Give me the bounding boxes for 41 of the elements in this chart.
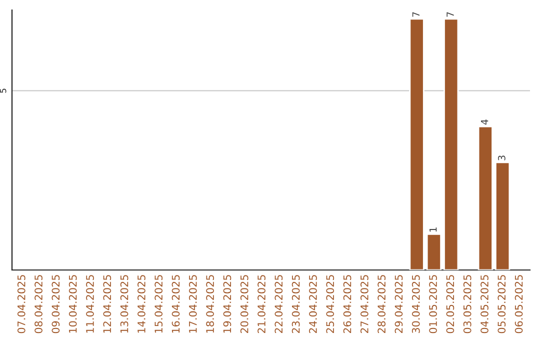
- x-tick-label: 05.05.2025: [498, 275, 506, 334]
- x-tick-label: 30.04.2025: [412, 275, 420, 334]
- y-tick-label: 5: [0, 88, 6, 93]
- x-tick-label: 06.05.2025: [514, 275, 523, 334]
- x-tick-label: 02.05.2025: [446, 275, 454, 334]
- bar: [495, 162, 510, 270]
- x-tick-label: 20.04.2025: [240, 275, 248, 334]
- x-tick-label: 01.05.2025: [429, 275, 437, 334]
- x-tick-label: 13.04.2025: [120, 275, 128, 333]
- data-label: 1: [430, 227, 437, 232]
- x-tick-label: 03.05.2025: [463, 275, 472, 334]
- x-tick-label: 11.04.2025: [86, 275, 94, 333]
- x-tick-label: 08.04.2025: [34, 275, 42, 334]
- data-label: 7: [412, 12, 420, 17]
- x-tick-label: 21.04.2025: [258, 275, 266, 334]
- data-label: 4: [481, 120, 488, 125]
- x-tick-label: 09.04.2025: [52, 275, 60, 334]
- data-label: 3: [498, 156, 506, 160]
- x-tick-label: 28.04.2025: [378, 275, 386, 334]
- x-tick-label: 23.04.2025: [292, 275, 300, 334]
- x-tick-label: 14.04.2025: [138, 275, 146, 333]
- x-tick-label: 19.04.2025: [223, 275, 232, 333]
- x-tick-label: 29.04.2025: [394, 275, 403, 334]
- x-tick-label: 25.04.2025: [326, 275, 334, 334]
- x-tick-label: 12.04.2025: [103, 275, 112, 333]
- data-label: 7: [446, 12, 454, 17]
- x-tick-label: 24.04.2025: [309, 275, 317, 334]
- bar: [444, 18, 459, 270]
- x-tick-label: 10.04.2025: [68, 275, 77, 333]
- bar: [426, 233, 442, 270]
- bar: [409, 18, 424, 270]
- x-tick-label: 22.04.2025: [274, 275, 283, 334]
- x-tick-label: 07.04.2025: [17, 275, 26, 334]
- x-tick-label: 16.04.2025: [172, 275, 180, 333]
- x-tick-label: 15.04.2025: [154, 275, 163, 333]
- x-tick-label: 27.04.2025: [360, 275, 368, 334]
- x-tick-label: 18.04.2025: [206, 275, 214, 333]
- bar: [478, 126, 493, 270]
- x-tick-label: 17.04.2025: [188, 275, 197, 333]
- x-tick-label: 26.04.2025: [343, 275, 352, 334]
- x-tick-label: 04.05.2025: [480, 275, 488, 334]
